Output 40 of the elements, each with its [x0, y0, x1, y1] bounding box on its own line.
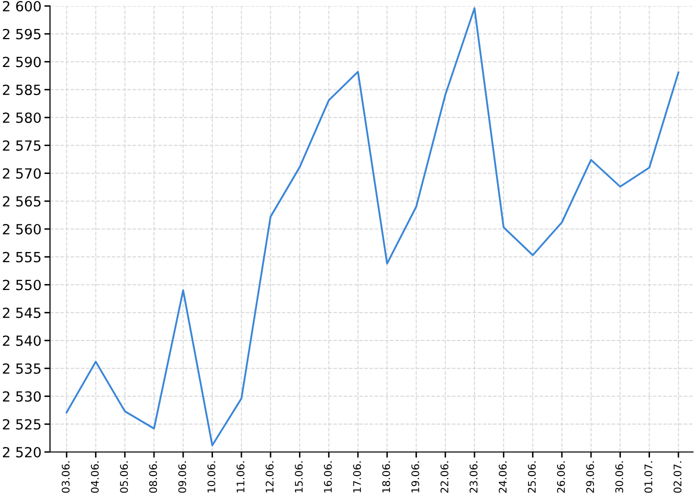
y-tick-label: 2 580 — [2, 112, 41, 123]
x-tick-label: 24.06. — [498, 461, 507, 493]
y-tick-label: 2 575 — [2, 140, 40, 151]
x-tick-label: 09.06. — [178, 461, 186, 493]
x-tick-label: 08.06. — [149, 461, 158, 493]
y-tick-label: 2 545 — [2, 308, 40, 318]
x-tick-label: 26.06. — [557, 461, 565, 493]
y-tick-label: 2 540 — [2, 335, 41, 346]
x-tick-label: 23.06. — [470, 461, 478, 493]
x-tick-label: 03.06. — [62, 461, 70, 493]
x-tick-label: 01.07. — [644, 461, 652, 493]
line-series — [66, 7, 680, 446]
x-tick-label: 18.06. — [382, 461, 390, 492]
x-tick-label: 19.06. — [411, 461, 420, 492]
y-tick-label: 2 560 — [2, 224, 41, 234]
y-tick-label: 2 555 — [2, 252, 40, 262]
y-tick-label: 2 600 — [2, 0, 41, 12]
y-tick-label: 2 550 — [2, 280, 41, 290]
y-tick-label: 2 525 — [2, 419, 40, 430]
y-tick-label: 2 530 — [2, 391, 41, 402]
x-tick-label: 25.06. — [528, 461, 536, 493]
x-tick-label: 02.07. — [674, 461, 682, 493]
x-tick-label: 17.06. — [353, 461, 361, 492]
x-tick-label: 15.06. — [294, 461, 303, 492]
x-tick-label: 29.06. — [586, 461, 594, 493]
x-tick-label: 10.06. — [207, 461, 216, 492]
y-tick-label: 2 520 — [2, 446, 41, 458]
y-tick-label: 2 595 — [2, 28, 40, 40]
y-tick-label: 2 535 — [2, 363, 40, 374]
y-tick-label: 2 570 — [2, 168, 41, 179]
x-tick-label: 04.06. — [90, 461, 99, 493]
y-tick-label: 2 565 — [2, 196, 40, 207]
y-tick-label: 2 585 — [2, 84, 40, 96]
y-tick-label: 2 590 — [2, 56, 41, 68]
x-tick-label: 12.06. — [266, 461, 274, 492]
x-tick-label: 30.06. — [615, 461, 624, 493]
x-tick-label: 05.06. — [120, 461, 128, 493]
x-tick-label: 22.06. — [440, 461, 448, 493]
x-tick-label: 11.06. — [236, 461, 244, 492]
x-tick-label: 16.06. — [324, 461, 332, 492]
